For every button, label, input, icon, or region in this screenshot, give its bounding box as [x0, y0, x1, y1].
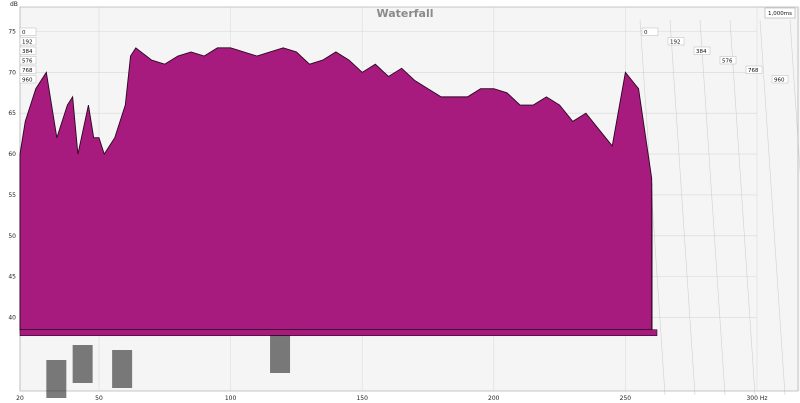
time-label-box — [641, 27, 659, 36]
x-tick-label: 250 — [620, 395, 632, 402]
x-tick-label: 200 — [488, 395, 500, 402]
y-axis-ticks: 40 45 50 55 60 65 70 75 — [8, 29, 16, 322]
gridline-depth — [699, 19, 726, 396]
chart-title: Waterfall — [376, 7, 433, 20]
x-tick-label: 300 Hz — [746, 395, 767, 402]
time-label-right: 960 — [774, 78, 785, 84]
x-axis-ticks: 20 50 100 150 200 250 300 Hz — [16, 395, 767, 402]
waterfall-floor — [19, 329, 658, 337]
time-label-left: 0 — [22, 30, 26, 36]
time-label-left: 384 — [22, 49, 33, 55]
time-label-right: 768 — [748, 68, 759, 74]
time-label-box — [19, 46, 37, 55]
time-label-left: 576 — [22, 59, 33, 65]
time-label-box — [719, 56, 737, 65]
time-label-box — [19, 37, 37, 46]
decay-artifact — [72, 345, 93, 383]
y-tick-label: 40 — [8, 314, 16, 321]
x-tick-label: 50 — [95, 395, 103, 402]
y-tick-label: 50 — [8, 233, 16, 240]
time-label-box — [745, 65, 763, 74]
x-tick-label: 20 — [16, 395, 24, 402]
time-label-box — [19, 27, 37, 36]
waterfall-slice — [19, 47, 653, 331]
time-label-box — [19, 75, 37, 84]
time-label-box — [19, 65, 37, 74]
x-tick-label: 100 — [225, 395, 237, 402]
time-label-box — [693, 46, 711, 55]
time-label-box — [771, 75, 789, 84]
time-label-right: 0 — [644, 30, 648, 36]
gridline-depth — [669, 19, 696, 396]
y-axis-label: dB — [10, 1, 18, 8]
decay-artifact — [270, 335, 291, 373]
waterfall-surface — [19, 47, 658, 398]
time-readout: 1,000ms — [768, 11, 792, 17]
time-label-right: 192 — [670, 40, 681, 46]
gridline-depth — [639, 19, 666, 396]
y-tick-label: 70 — [8, 69, 16, 76]
gridline-depth — [759, 19, 786, 396]
y-tick-label: 45 — [8, 274, 16, 281]
x-tick-label: 150 — [356, 395, 368, 402]
decay-artifact — [46, 360, 67, 398]
time-slice-labels: 0 0 192 192 384 384 576 576 768 768 960 960 — [19, 27, 789, 84]
y-tick-label: 75 — [8, 29, 16, 36]
gridline-depth — [729, 19, 756, 396]
time-label-left: 960 — [22, 78, 33, 84]
decay-artifact — [112, 350, 133, 388]
time-label-left: 192 — [22, 40, 33, 46]
time-label-right: 576 — [722, 59, 733, 65]
time-label-box — [667, 37, 685, 46]
y-tick-label: 60 — [8, 151, 16, 158]
gridline-depth — [789, 19, 800, 175]
y-tick-label: 65 — [8, 110, 16, 117]
time-label-right: 384 — [696, 49, 707, 55]
time-readout-box: 1,000ms — [764, 7, 796, 19]
y-tick-label: 55 — [8, 192, 16, 199]
time-label-box — [19, 56, 37, 65]
time-label-left: 768 — [22, 68, 33, 74]
